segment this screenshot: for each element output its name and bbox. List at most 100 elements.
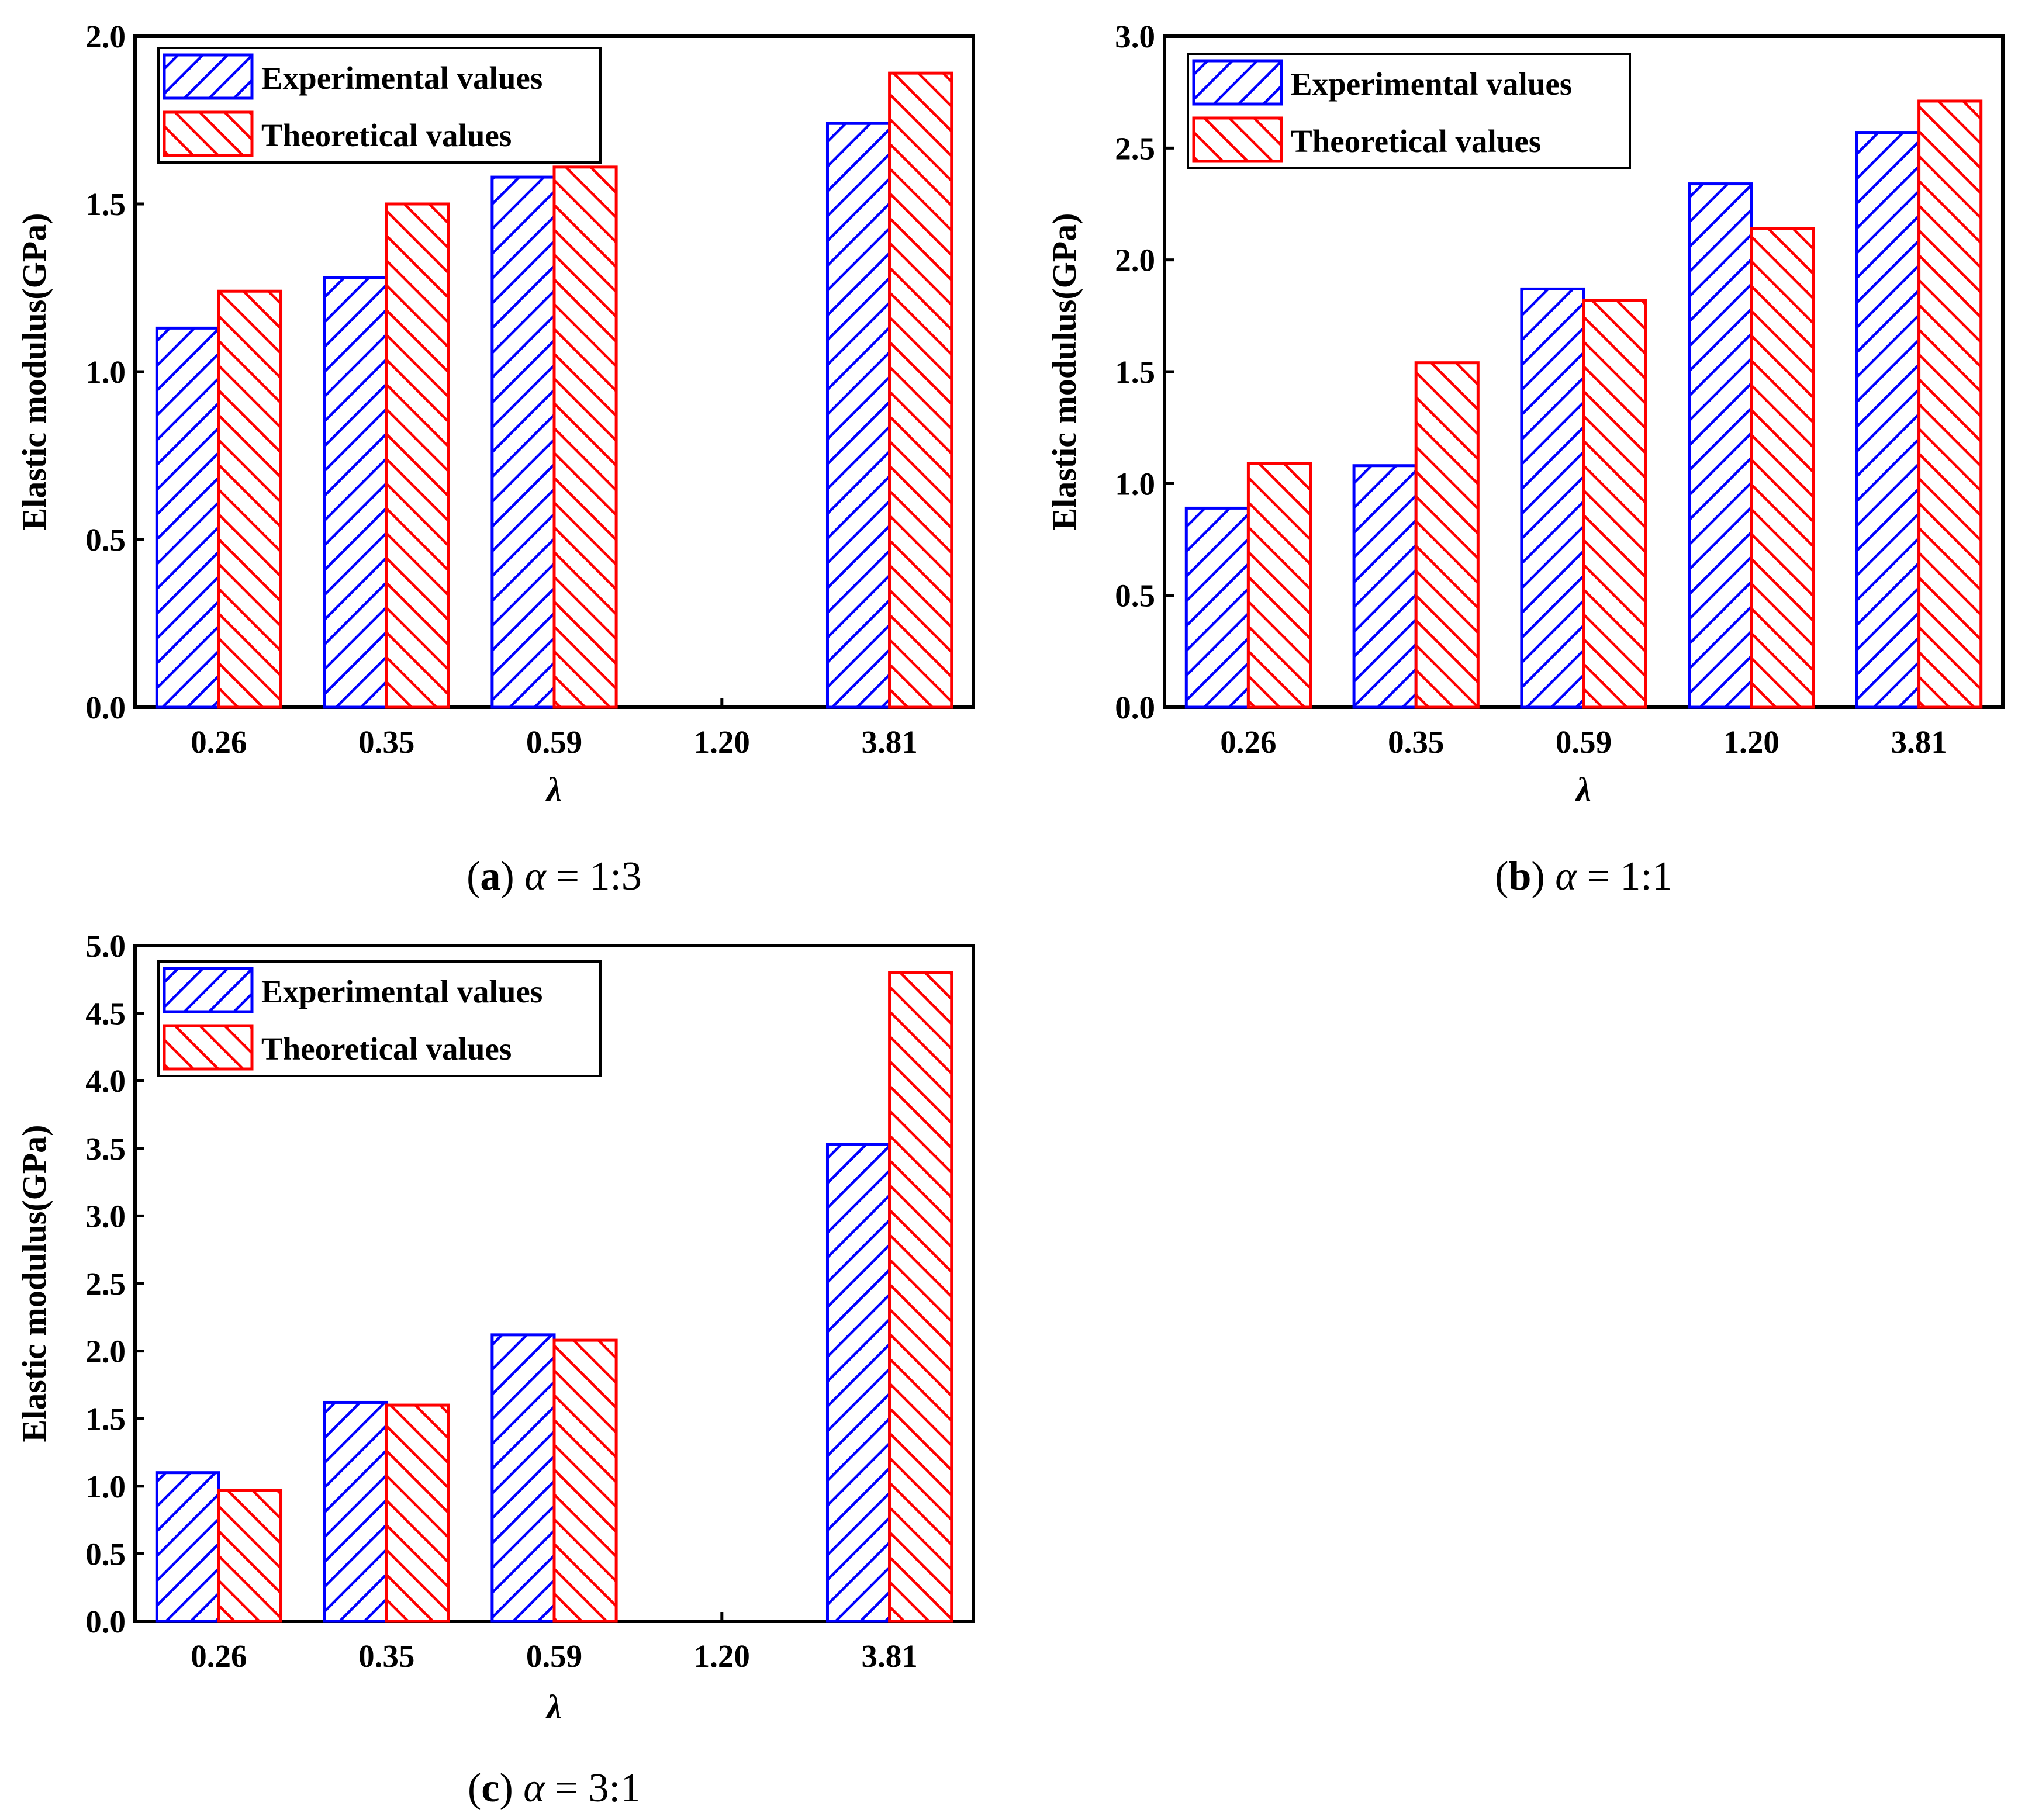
legend-swatch-theoretical: [163, 110, 254, 157]
caption-rest: = 1:1: [1577, 854, 1673, 899]
x-tick-label: 0.59: [1556, 724, 1612, 760]
chart-panel-c: 0.00.51.01.52.02.53.03.54.04.55.0 0.26 0.…: [15, 928, 975, 1811]
y-tick-label: 0.5: [1115, 578, 1155, 614]
legend-label-theoretical: Theoretical values: [261, 1031, 512, 1067]
y-tick-label: 3.0: [1115, 19, 1155, 54]
caption-rest: = 1:3: [546, 854, 642, 899]
x-tick-label: 0.26: [1220, 724, 1276, 760]
caption-a: (a) α = 1:3: [467, 854, 642, 899]
caption-symbol: α: [524, 854, 547, 899]
x-tick-label: 3.81: [861, 724, 917, 760]
x-tick-label: 0.26: [191, 1638, 247, 1674]
bar-experimental: [323, 276, 388, 709]
bar-experimental: [1352, 464, 1418, 709]
y-tick-label: 2.5: [85, 1266, 126, 1302]
y-tick-label: 2.0: [85, 19, 126, 54]
caption-symbol: α: [523, 1766, 545, 1811]
x-tick-label: 1.20: [694, 1638, 750, 1674]
caption-c: (c) α = 3:1: [468, 1766, 641, 1811]
legend-swatch-theoretical: [1192, 116, 1283, 163]
bar-theoretical: [217, 1489, 283, 1623]
y-tick-label: 3.5: [85, 1131, 126, 1167]
caption-letter: b: [1508, 854, 1531, 899]
x-axis: 0.26 0.35 0.59 1.20 3.81: [191, 698, 918, 760]
bar-theoretical: [888, 971, 953, 1623]
bar-theoretical: [385, 202, 450, 709]
bar-series: [155, 71, 953, 709]
x-tick-label: 0.26: [191, 724, 247, 760]
x-axis-title: λ: [545, 770, 562, 808]
y-tick-label: 0.5: [85, 1536, 126, 1572]
bar-theoretical: [217, 289, 283, 709]
legend-swatch-experimental: [163, 53, 254, 100]
x-tick-label: 3.81: [1891, 724, 1947, 760]
x-tick-label: 0.35: [358, 724, 414, 760]
chart-panel-a: 0.0 0.5 1.0 1.5 2.0 0.26 0.35 0.59 1.20 3.81 λ E…: [15, 19, 975, 899]
legend-label-theoretical: Theoretical values: [1291, 123, 1541, 159]
y-tick-label: 4.5: [85, 996, 126, 1032]
bar-theoretical: [1582, 299, 1647, 709]
y-axis: 0.0 0.5 1.0 1.5 2.0 2.5 3.0: [1115, 19, 1174, 725]
y-tick-label: 2.0: [1115, 243, 1155, 278]
y-tick-label: 1.5: [1115, 354, 1155, 390]
y-tick-label: 4.0: [85, 1063, 126, 1099]
x-tick-label: 1.20: [1723, 724, 1779, 760]
y-tick-label: 1.5: [85, 1401, 126, 1437]
y-tick-label: 5.0: [85, 928, 126, 964]
y-axis-title: Elastic modulus(GPa): [15, 213, 53, 531]
legend-label-experimental: Experimental values: [261, 60, 542, 96]
y-axis-title: Elastic modulus(GPa): [15, 1125, 53, 1442]
y-tick-label: 0.0: [1115, 690, 1155, 725]
caption-symbol: α: [1555, 854, 1577, 899]
caption-letter: c: [481, 1766, 499, 1811]
y-axis: 0.0 0.5 1.0 1.5 2.0 2.5 3.0 3.5 4.0 4.5 5.0: [85, 928, 144, 1639]
y-tick-label: 0.0: [85, 1604, 126, 1639]
y-tick-label: 1.5: [85, 186, 126, 222]
y-tick-label: 0.0: [85, 690, 126, 725]
legend: Experimental values Theoretical values: [1187, 53, 1631, 169]
x-axis: 0.26 0.35 0.59 1.20 3.81: [191, 1612, 918, 1674]
x-axis-title: λ: [545, 1688, 562, 1726]
bar-experimental: [490, 1333, 556, 1623]
legend-label-theoretical: Theoretical values: [261, 117, 512, 153]
bar-experimental: [825, 1143, 891, 1623]
y-axis: 0.0 0.5 1.0 1.5 2.0: [85, 19, 144, 725]
bar-series: [155, 971, 953, 1623]
x-tick-label: 0.59: [526, 724, 582, 760]
bar-theoretical: [552, 165, 618, 709]
legend: Experimental values Theoretical values: [157, 960, 602, 1077]
chart-panel-b: 0.0 0.5 1.0 1.5 2.0 2.5 3.0 0.26 0.35 0.59 1.20 3.…: [1045, 19, 2005, 899]
legend-label-experimental: Experimental values: [261, 974, 542, 1009]
caption-rest: = 3:1: [545, 1766, 641, 1811]
caption-b: (b) α = 1:1: [1495, 854, 1673, 899]
y-tick-label: 0.5: [85, 522, 126, 558]
bar-theoretical: [1750, 227, 1815, 709]
y-tick-label: 1.0: [1115, 466, 1155, 501]
bar-theoretical: [1414, 361, 1480, 709]
bar-theoretical: [552, 1338, 618, 1623]
legend: Experimental values Theoretical values: [157, 47, 602, 164]
x-axis: 0.26 0.35 0.59 1.20 3.81: [1220, 698, 1947, 760]
y-tick-label: 3.0: [85, 1198, 126, 1234]
legend-label-experimental: Experimental values: [1291, 66, 1572, 102]
x-tick-label: 3.81: [861, 1638, 917, 1674]
y-tick-label: 1.0: [85, 1469, 126, 1504]
x-tick-label: 0.35: [1388, 724, 1444, 760]
bar-experimental: [1688, 182, 1753, 709]
legend-swatch-experimental: [163, 967, 254, 1013]
bar-experimental: [1520, 287, 1585, 709]
bar-experimental: [490, 175, 556, 709]
bar-theoretical: [888, 71, 953, 709]
x-tick-label: 1.20: [694, 724, 750, 760]
legend-swatch-theoretical: [163, 1024, 254, 1071]
x-tick-label: 0.59: [526, 1638, 582, 1674]
x-tick-label: 0.35: [358, 1638, 414, 1674]
bar-experimental: [155, 326, 220, 709]
bar-series: [1184, 99, 1983, 709]
bar-theoretical: [1917, 99, 1983, 709]
bar-experimental: [155, 1471, 220, 1623]
bar-experimental: [1184, 506, 1250, 709]
bar-experimental: [323, 1400, 388, 1623]
y-tick-label: 1.0: [85, 354, 126, 390]
